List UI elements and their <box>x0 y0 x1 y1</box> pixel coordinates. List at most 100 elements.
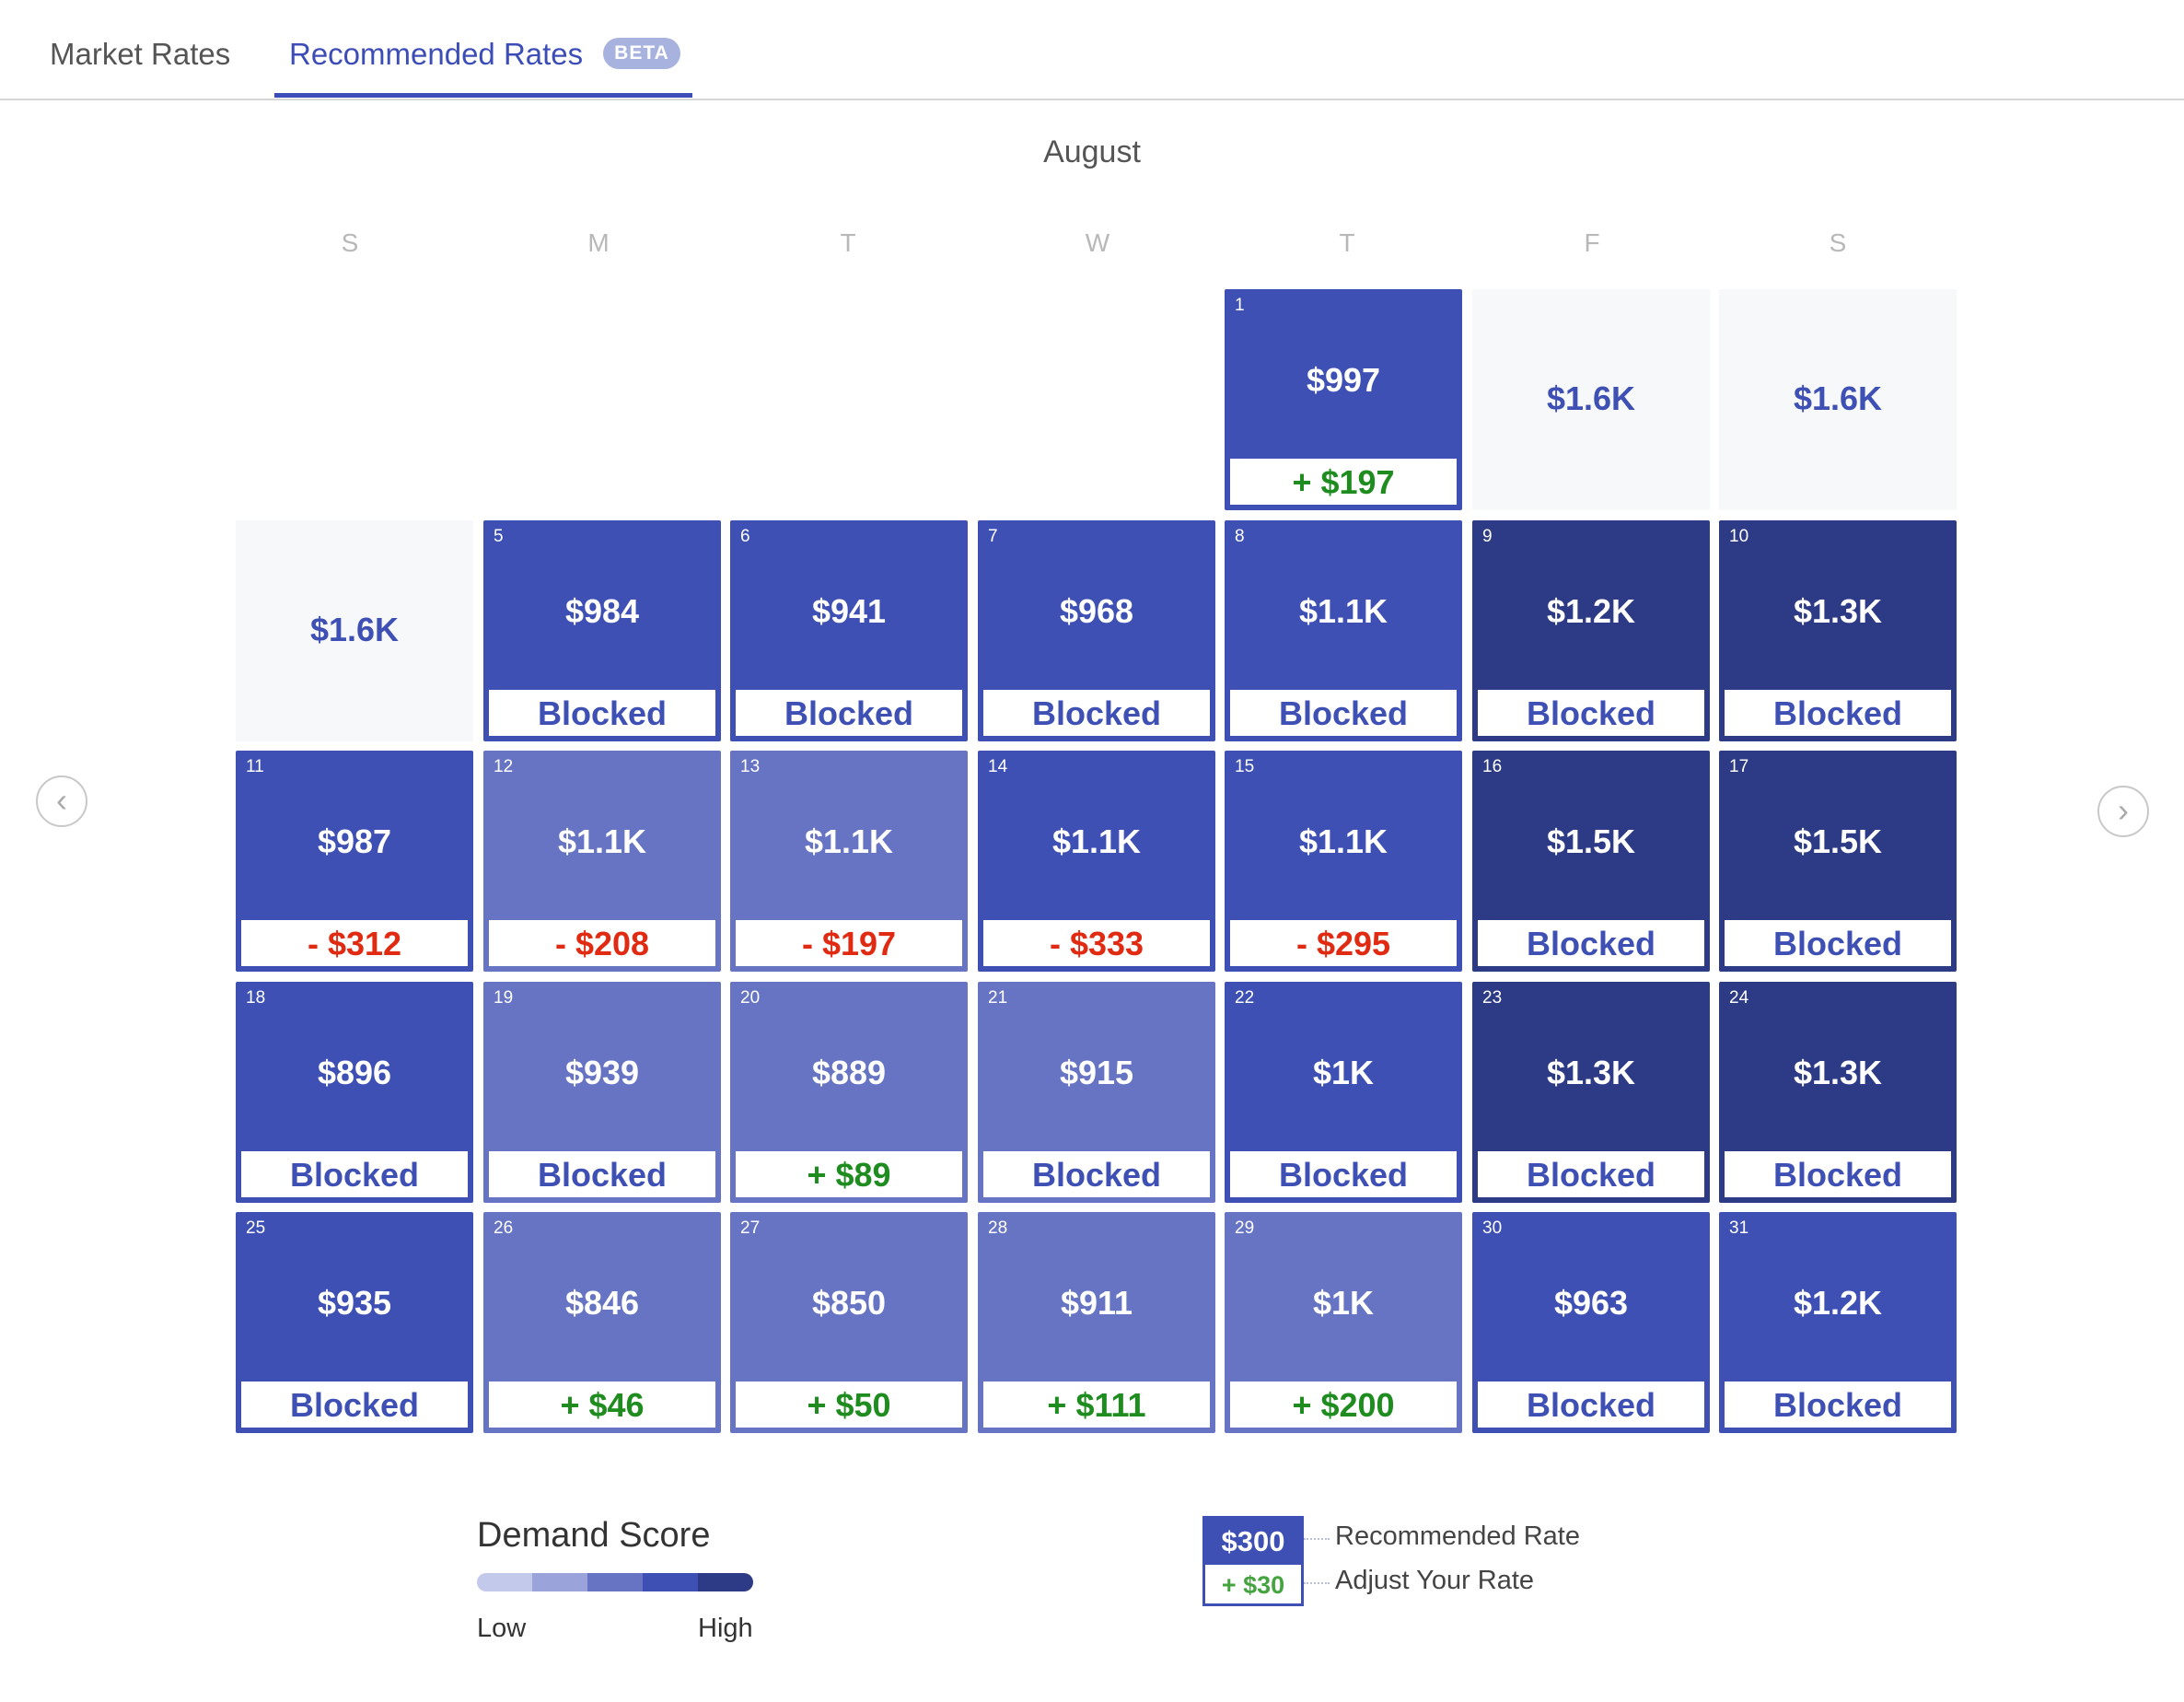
calendar-day-cell[interactable]: 30 $963 Blocked <box>1472 1212 1710 1433</box>
blocked-badge[interactable]: Blocked <box>241 1381 468 1428</box>
calendar-day-cell[interactable]: 16 $1.5K Blocked <box>1472 751 1710 972</box>
rate-adjustment[interactable]: - $295 <box>1230 920 1457 966</box>
day-number: 24 <box>1729 988 1749 1008</box>
calendar-day-cell[interactable]: 27 $850 + $50 <box>730 1212 968 1433</box>
calendar-day-cell[interactable]: 20 $889 + $89 <box>730 982 968 1203</box>
calendar-day-cell[interactable]: 13 $1.1K - $197 <box>730 751 968 972</box>
recommended-rate: $915 <box>1059 1054 1134 1091</box>
day-number: 18 <box>246 988 266 1008</box>
rate-adjustment[interactable]: - $208 <box>489 920 715 966</box>
calendar-day-cell[interactable]: $1.6K <box>1719 289 1957 510</box>
rate-adjustment[interactable]: - $333 <box>983 920 1210 966</box>
blocked-badge[interactable]: Blocked <box>1725 920 1951 966</box>
rate-adjustment[interactable]: + $197 <box>1230 459 1457 505</box>
calendar-day-cell[interactable]: 28 $911 + $111 <box>978 1212 1215 1433</box>
recommended-rate: $987 <box>317 822 392 860</box>
calendar-day-cell[interactable]: 10 $1.3K Blocked <box>1719 520 1957 741</box>
calendar-day-cell[interactable]: 15 $1.1K - $295 <box>1225 751 1462 972</box>
recommended-rate: $984 <box>564 592 640 630</box>
weekday-label: S <box>341 228 359 257</box>
chevron-left-icon[interactable]: ‹ <box>36 775 87 827</box>
calendar-day-cell[interactable]: 26 $846 + $46 <box>483 1212 721 1433</box>
key-rate-sample: $300 <box>1205 1519 1301 1565</box>
calendar-day-cell[interactable]: 23 $1.3K Blocked <box>1472 982 1710 1203</box>
beta-badge: BETA <box>603 38 680 70</box>
calendar-day-cell[interactable]: 7 $968 Blocked <box>978 520 1215 741</box>
rate-adjustment[interactable]: - $197 <box>736 920 962 966</box>
calendar-day-cell[interactable]: 6 $941 Blocked <box>730 520 968 741</box>
calendar-day-cell[interactable]: 18 $896 Blocked <box>236 982 473 1203</box>
day-number: 26 <box>494 1218 514 1238</box>
key-adjust-connector <box>1304 1582 1330 1584</box>
blocked-badge[interactable]: Blocked <box>1725 690 1951 736</box>
rate-adjustment[interactable]: - $312 <box>241 920 468 966</box>
recommended-rate: $1.1K <box>557 822 647 860</box>
blocked-badge[interactable]: Blocked <box>1725 1151 1951 1197</box>
tab-bar: Market Rates Recommended Rates BETA <box>0 0 2184 100</box>
calendar-day-cell[interactable]: 14 $1.1K - $333 <box>978 751 1215 972</box>
blocked-badge[interactable]: Blocked <box>983 1151 1210 1197</box>
demand-scale-segment <box>698 1573 753 1591</box>
tab-recommended-rates[interactable]: Recommended Rates BETA <box>289 37 680 72</box>
month-title: August <box>1043 134 1141 169</box>
recommended-rate: $1.2K <box>1793 1284 1883 1322</box>
calendar-day-cell[interactable]: 11 $987 - $312 <box>236 751 473 972</box>
rate-adjustment[interactable]: + $89 <box>736 1151 962 1197</box>
day-number: 6 <box>740 527 750 546</box>
day-number: 22 <box>1235 988 1255 1008</box>
day-number: 10 <box>1729 527 1749 546</box>
demand-score-title: Demand Score <box>477 1516 711 1555</box>
calendar-day-cell[interactable]: $1.6K <box>1472 289 1710 510</box>
calendar-day-cell[interactable]: 25 $935 Blocked <box>236 1212 473 1433</box>
calendar-day-cell[interactable]: 8 $1.1K Blocked <box>1225 520 1462 741</box>
recommended-rate: $889 <box>811 1054 887 1091</box>
calendar-day-cell[interactable]: 17 $1.5K Blocked <box>1719 751 1957 972</box>
calendar-day-cell[interactable]: 1 $997 + $197 <box>1225 289 1462 510</box>
calendar-day-cell[interactable]: 12 $1.1K - $208 <box>483 751 721 972</box>
calendar-day-cell[interactable]: $1.6K <box>236 520 473 741</box>
blocked-badge[interactable]: Blocked <box>489 1151 715 1197</box>
recommended-rate: $1.3K <box>1793 592 1883 630</box>
blocked-badge[interactable]: Blocked <box>241 1151 468 1197</box>
recommended-rate: $1.1K <box>1051 822 1142 860</box>
calendar-day-cell[interactable]: 22 $1K Blocked <box>1225 982 1462 1203</box>
weekday-label: T <box>840 228 856 257</box>
recommended-rate: $997 <box>1306 361 1381 399</box>
blocked-badge[interactable]: Blocked <box>1478 1151 1704 1197</box>
recommended-rate: $846 <box>564 1284 640 1322</box>
day-number: 28 <box>988 1218 1008 1238</box>
rate-adjustment[interactable]: + $50 <box>736 1381 962 1428</box>
calendar-day-cell[interactable]: 31 $1.2K Blocked <box>1719 1212 1957 1433</box>
blocked-badge[interactable]: Blocked <box>736 690 962 736</box>
blocked-badge[interactable]: Blocked <box>1478 690 1704 736</box>
blocked-badge[interactable]: Blocked <box>1478 920 1704 966</box>
blocked-badge[interactable]: Blocked <box>1725 1381 1951 1428</box>
blocked-badge[interactable]: Blocked <box>489 690 715 736</box>
recommended-rate: $941 <box>811 592 887 630</box>
calendar-day-cell[interactable]: 24 $1.3K Blocked <box>1719 982 1957 1203</box>
calendar-day-cell[interactable]: 5 $984 Blocked <box>483 520 721 741</box>
demand-scale-segment <box>643 1573 698 1591</box>
calendar-day-cell[interactable]: 19 $939 Blocked <box>483 982 721 1203</box>
blocked-badge[interactable]: Blocked <box>1478 1381 1704 1428</box>
chevron-right-icon[interactable]: › <box>2097 786 2149 837</box>
calendar-day-cell[interactable]: 9 $1.2K Blocked <box>1472 520 1710 741</box>
recommended-rate: $1.6K <box>309 611 400 648</box>
rate-adjustment[interactable]: + $46 <box>489 1381 715 1428</box>
day-number: 23 <box>1482 988 1503 1008</box>
recommended-rate: $896 <box>317 1054 392 1091</box>
blocked-badge[interactable]: Blocked <box>1230 690 1457 736</box>
blocked-badge[interactable]: Blocked <box>983 690 1210 736</box>
rate-adjustment[interactable]: + $200 <box>1230 1381 1457 1428</box>
calendar-day-cell[interactable]: 29 $1K + $200 <box>1225 1212 1462 1433</box>
tab-market-rates[interactable]: Market Rates <box>50 37 231 71</box>
recommended-rate: $1.3K <box>1546 1054 1636 1091</box>
recommended-rate: $963 <box>1553 1284 1629 1322</box>
recommended-rate: $1.1K <box>1298 592 1388 630</box>
blocked-badge[interactable]: Blocked <box>1230 1151 1457 1197</box>
recommended-rate: $1K <box>1312 1284 1375 1322</box>
calendar-day-cell[interactable]: 21 $915 Blocked <box>978 982 1215 1203</box>
rate-adjustment[interactable]: + $111 <box>983 1381 1210 1428</box>
demand-scale-segment <box>477 1573 532 1591</box>
weekday-label: M <box>587 228 610 257</box>
